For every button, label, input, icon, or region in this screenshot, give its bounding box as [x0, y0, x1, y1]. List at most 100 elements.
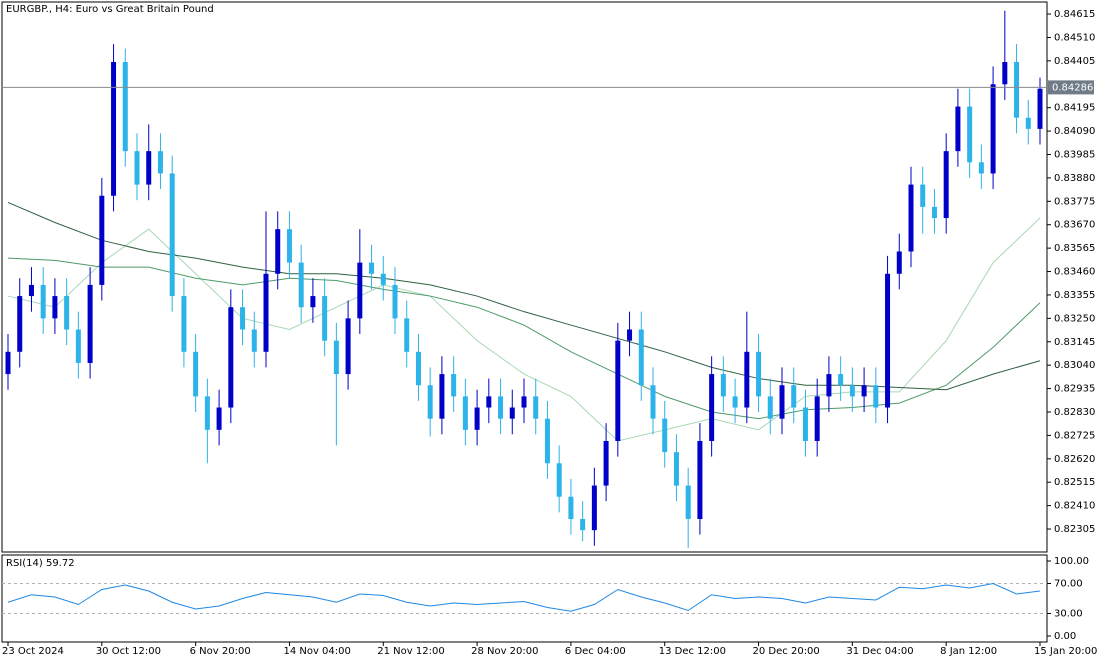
x-tick-label: 23 Oct 2024 [2, 646, 64, 657]
y-tick-label: 0.83460 [1054, 267, 1095, 278]
x-tick-label: 20 Dec 20:00 [753, 646, 820, 657]
candle-body [697, 440, 703, 520]
y-tick-label: 0.82515 [1054, 477, 1095, 488]
candle-body [17, 296, 23, 352]
candle-body [240, 307, 246, 330]
candle-body [873, 385, 879, 408]
candle-body [322, 296, 328, 341]
candle-body [814, 396, 820, 441]
candle-body [978, 162, 984, 174]
candle-body [838, 374, 844, 386]
candle-body [216, 407, 222, 430]
candle-body [885, 273, 891, 408]
candle-body [603, 440, 609, 486]
candle-body [169, 173, 175, 297]
candle-body [415, 351, 421, 386]
candle-body [955, 106, 961, 152]
candle-body [673, 452, 679, 486]
x-tick-label: 15 Jan 20:00 [1034, 646, 1097, 657]
x-tick-label: 30 Oct 12:00 [96, 646, 161, 657]
price-frame [1, 1, 1048, 553]
candle-body [744, 351, 750, 408]
candle-body [111, 61, 117, 196]
candle-body [1002, 61, 1008, 85]
candle-body [861, 385, 867, 397]
candle-body [931, 206, 937, 219]
candle-body [451, 374, 457, 397]
candle-body [556, 463, 562, 497]
current-price-label: 0.84286 [1052, 82, 1093, 93]
candle-body [275, 229, 281, 274]
candle-body [627, 329, 633, 341]
candle-body [591, 485, 597, 531]
y-tick-label: 0.84405 [1054, 56, 1095, 67]
y-tick-label: 0.82410 [1054, 501, 1095, 512]
candle-body [146, 151, 152, 185]
candle-body [439, 374, 445, 419]
candle-body [533, 396, 539, 419]
candle-body [802, 407, 808, 441]
candle-body [967, 106, 973, 163]
x-tick-label: 8 Jan 12:00 [940, 646, 997, 657]
candle-body [99, 195, 105, 285]
candle-body [720, 374, 726, 397]
candle-body [228, 307, 234, 408]
y-tick-label: 0.83355 [1054, 290, 1095, 301]
rsi-tick-label: 70.00 [1054, 579, 1083, 590]
candle-body [40, 284, 46, 319]
candle-body [204, 396, 210, 430]
y-tick-label: 0.82935 [1054, 384, 1095, 395]
rsi-label: RSI(14) 59.72 [6, 558, 75, 569]
moving-average [7, 201, 1041, 391]
candle-body [732, 396, 738, 408]
y-tick-label: 0.84195 [1054, 103, 1095, 114]
y-tick-label: 0.82620 [1054, 454, 1095, 465]
candle-body [920, 184, 926, 207]
candle-body [580, 519, 586, 531]
y-tick-label: 0.83565 [1054, 243, 1095, 254]
current-price-box [1048, 80, 1094, 95]
candle-body [767, 396, 773, 419]
candle-body [943, 151, 949, 219]
candle-body [75, 329, 81, 363]
candle-body [251, 329, 257, 352]
x-tick-label: 6 Nov 20:00 [190, 646, 251, 657]
y-tick-label: 0.84510 [1054, 32, 1095, 43]
candle-body [263, 273, 269, 352]
candle-body [509, 407, 515, 419]
y-tick-label: 0.83985 [1054, 149, 1095, 160]
y-tick-label: 0.84090 [1054, 126, 1095, 137]
y-tick-label: 0.83145 [1054, 337, 1095, 348]
candle-body [87, 284, 93, 363]
y-tick-label: 0.83880 [1054, 173, 1095, 184]
candle-body [662, 418, 668, 453]
x-tick-label: 31 Dec 04:00 [846, 646, 913, 657]
y-tick-label: 0.82830 [1054, 407, 1095, 418]
candle-body [990, 84, 996, 174]
candle-body [521, 396, 527, 408]
rsi-tick-label: 30.00 [1054, 609, 1083, 620]
candle-body [779, 385, 785, 419]
moving-average [7, 257, 1041, 420]
rsi-line [7, 582, 1041, 612]
candle-body [369, 262, 375, 274]
candle-body [849, 385, 855, 397]
x-tick-label: 13 Dec 12:00 [659, 646, 726, 657]
y-tick-label: 0.83775 [1054, 196, 1095, 207]
rsi-tick-label: 0.00 [1054, 631, 1076, 642]
candle-body [310, 296, 316, 308]
y-tick-label: 0.82305 [1054, 524, 1095, 535]
x-tick-label: 21 Nov 12:00 [377, 646, 444, 657]
moving-average [7, 217, 1041, 442]
candle-body [134, 151, 140, 185]
candle-body [908, 184, 914, 252]
y-tick-label: 0.82725 [1054, 430, 1095, 441]
y-tick-label: 0.83040 [1054, 360, 1095, 371]
candle-body [64, 296, 70, 330]
candle-body [28, 284, 34, 297]
candle-body [193, 351, 199, 397]
candle-body [1025, 117, 1031, 129]
candle-body [544, 418, 550, 464]
candle-body [5, 351, 11, 375]
